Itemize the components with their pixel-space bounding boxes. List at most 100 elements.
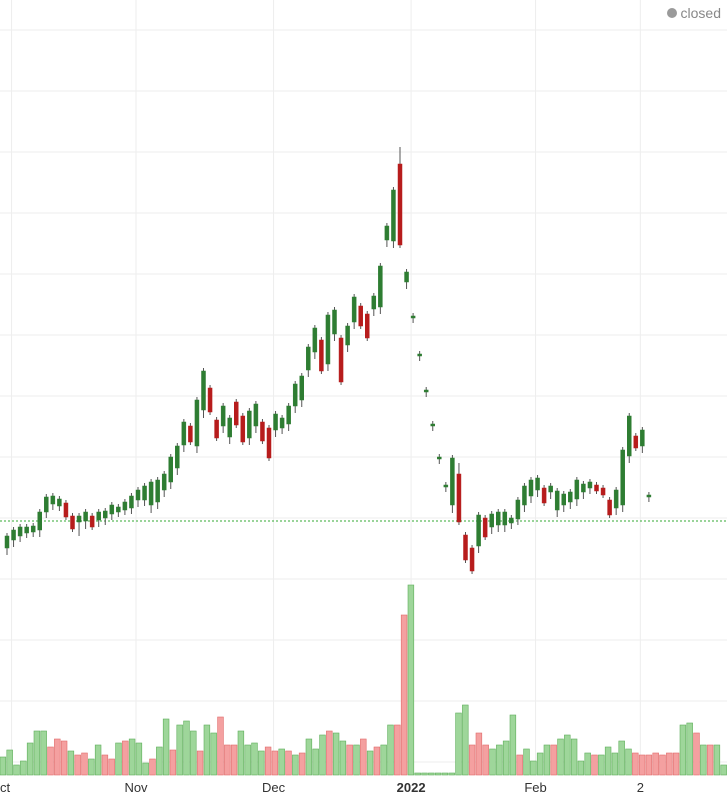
volume-bar <box>577 760 585 776</box>
candle <box>646 492 652 502</box>
candle-body <box>253 403 259 427</box>
volume-bar <box>278 748 285 776</box>
candle <box>109 502 115 520</box>
volume-bar <box>326 730 333 776</box>
candle <box>253 401 259 433</box>
x-tick-label: ct <box>0 780 11 795</box>
candle-body <box>554 490 560 511</box>
candle <box>30 523 36 537</box>
volume-bar <box>502 740 510 776</box>
candle <box>96 509 101 527</box>
volume-bar <box>74 754 81 776</box>
candle-body <box>70 515 75 530</box>
volume-bar <box>88 758 95 776</box>
volume-bar <box>557 738 564 776</box>
volume-bar <box>428 772 435 776</box>
candle-body <box>181 421 187 446</box>
candle <box>463 532 468 563</box>
candle <box>299 373 304 407</box>
candle <box>365 311 370 341</box>
volume-bar <box>339 740 347 776</box>
candle <box>11 527 16 547</box>
candle-body <box>469 547 475 572</box>
volume-bar <box>237 730 245 776</box>
x-tick-label: Dec <box>262 780 286 795</box>
candle <box>423 387 429 397</box>
candle <box>161 471 167 497</box>
volume-bar <box>516 754 523 776</box>
volume-bar <box>54 738 61 776</box>
volume-bar <box>115 742 122 776</box>
candle <box>50 493 56 510</box>
volume-bar <box>47 746 54 776</box>
candle-body <box>116 506 121 513</box>
volume-bar <box>210 732 217 776</box>
volume-bar <box>666 752 673 776</box>
candle-body <box>168 456 173 483</box>
candle-body <box>430 423 435 427</box>
candle <box>286 403 291 431</box>
candle-body <box>109 504 115 515</box>
candle <box>509 515 514 529</box>
volume-bar <box>292 754 299 776</box>
x-tick-label: 2 <box>637 780 644 795</box>
volume-bar <box>101 754 109 776</box>
candle <box>260 419 265 444</box>
candle-body <box>161 473 167 491</box>
volume-bar <box>638 754 646 776</box>
volume-bar <box>285 750 292 776</box>
candle-body <box>450 457 455 506</box>
candle-body <box>50 495 56 505</box>
candle <box>148 479 154 513</box>
candle-body <box>220 405 226 427</box>
candle-body <box>299 375 304 401</box>
candle-body <box>633 435 639 449</box>
volume-bar <box>611 752 619 776</box>
candle <box>640 427 645 453</box>
volume-bar <box>645 754 653 776</box>
candle-body <box>37 511 42 531</box>
candle <box>607 497 612 518</box>
volume-bar <box>693 732 700 776</box>
volume-bar <box>686 722 693 776</box>
candle <box>122 499 128 515</box>
volume-bar <box>142 762 149 776</box>
volume-bar <box>258 750 265 776</box>
volume-bar <box>625 748 632 776</box>
volume-bar <box>13 764 20 776</box>
volume-bar <box>713 744 721 776</box>
candle-body <box>371 295 377 310</box>
candle-body <box>378 265 383 308</box>
candle-body <box>234 401 239 426</box>
status-dot-icon <box>666 8 677 18</box>
volume-bar <box>407 584 415 776</box>
candle-body <box>148 481 154 506</box>
candle <box>44 494 49 518</box>
candle-body <box>306 346 311 371</box>
volume-bar <box>366 750 374 776</box>
volume-bar <box>319 734 326 776</box>
volume-bar <box>169 749 177 776</box>
candle <box>227 415 232 444</box>
candle-body <box>476 514 481 547</box>
candle <box>417 351 422 361</box>
volume-bar <box>530 760 537 776</box>
candle <box>613 487 619 515</box>
volume-bar <box>40 730 47 776</box>
volume-bar <box>346 744 353 776</box>
candle-body <box>548 485 553 493</box>
candle <box>181 419 187 452</box>
volume-bar <box>271 750 279 776</box>
candle-body <box>11 529 16 541</box>
candle <box>410 313 416 323</box>
volume-bar <box>20 760 27 776</box>
candle <box>541 485 547 506</box>
candle-body <box>122 501 128 511</box>
candle <box>292 381 298 413</box>
candle <box>306 344 311 377</box>
candle-body <box>397 163 403 246</box>
candle-body <box>260 421 265 442</box>
candle <box>620 447 625 512</box>
candle-body <box>568 491 573 503</box>
